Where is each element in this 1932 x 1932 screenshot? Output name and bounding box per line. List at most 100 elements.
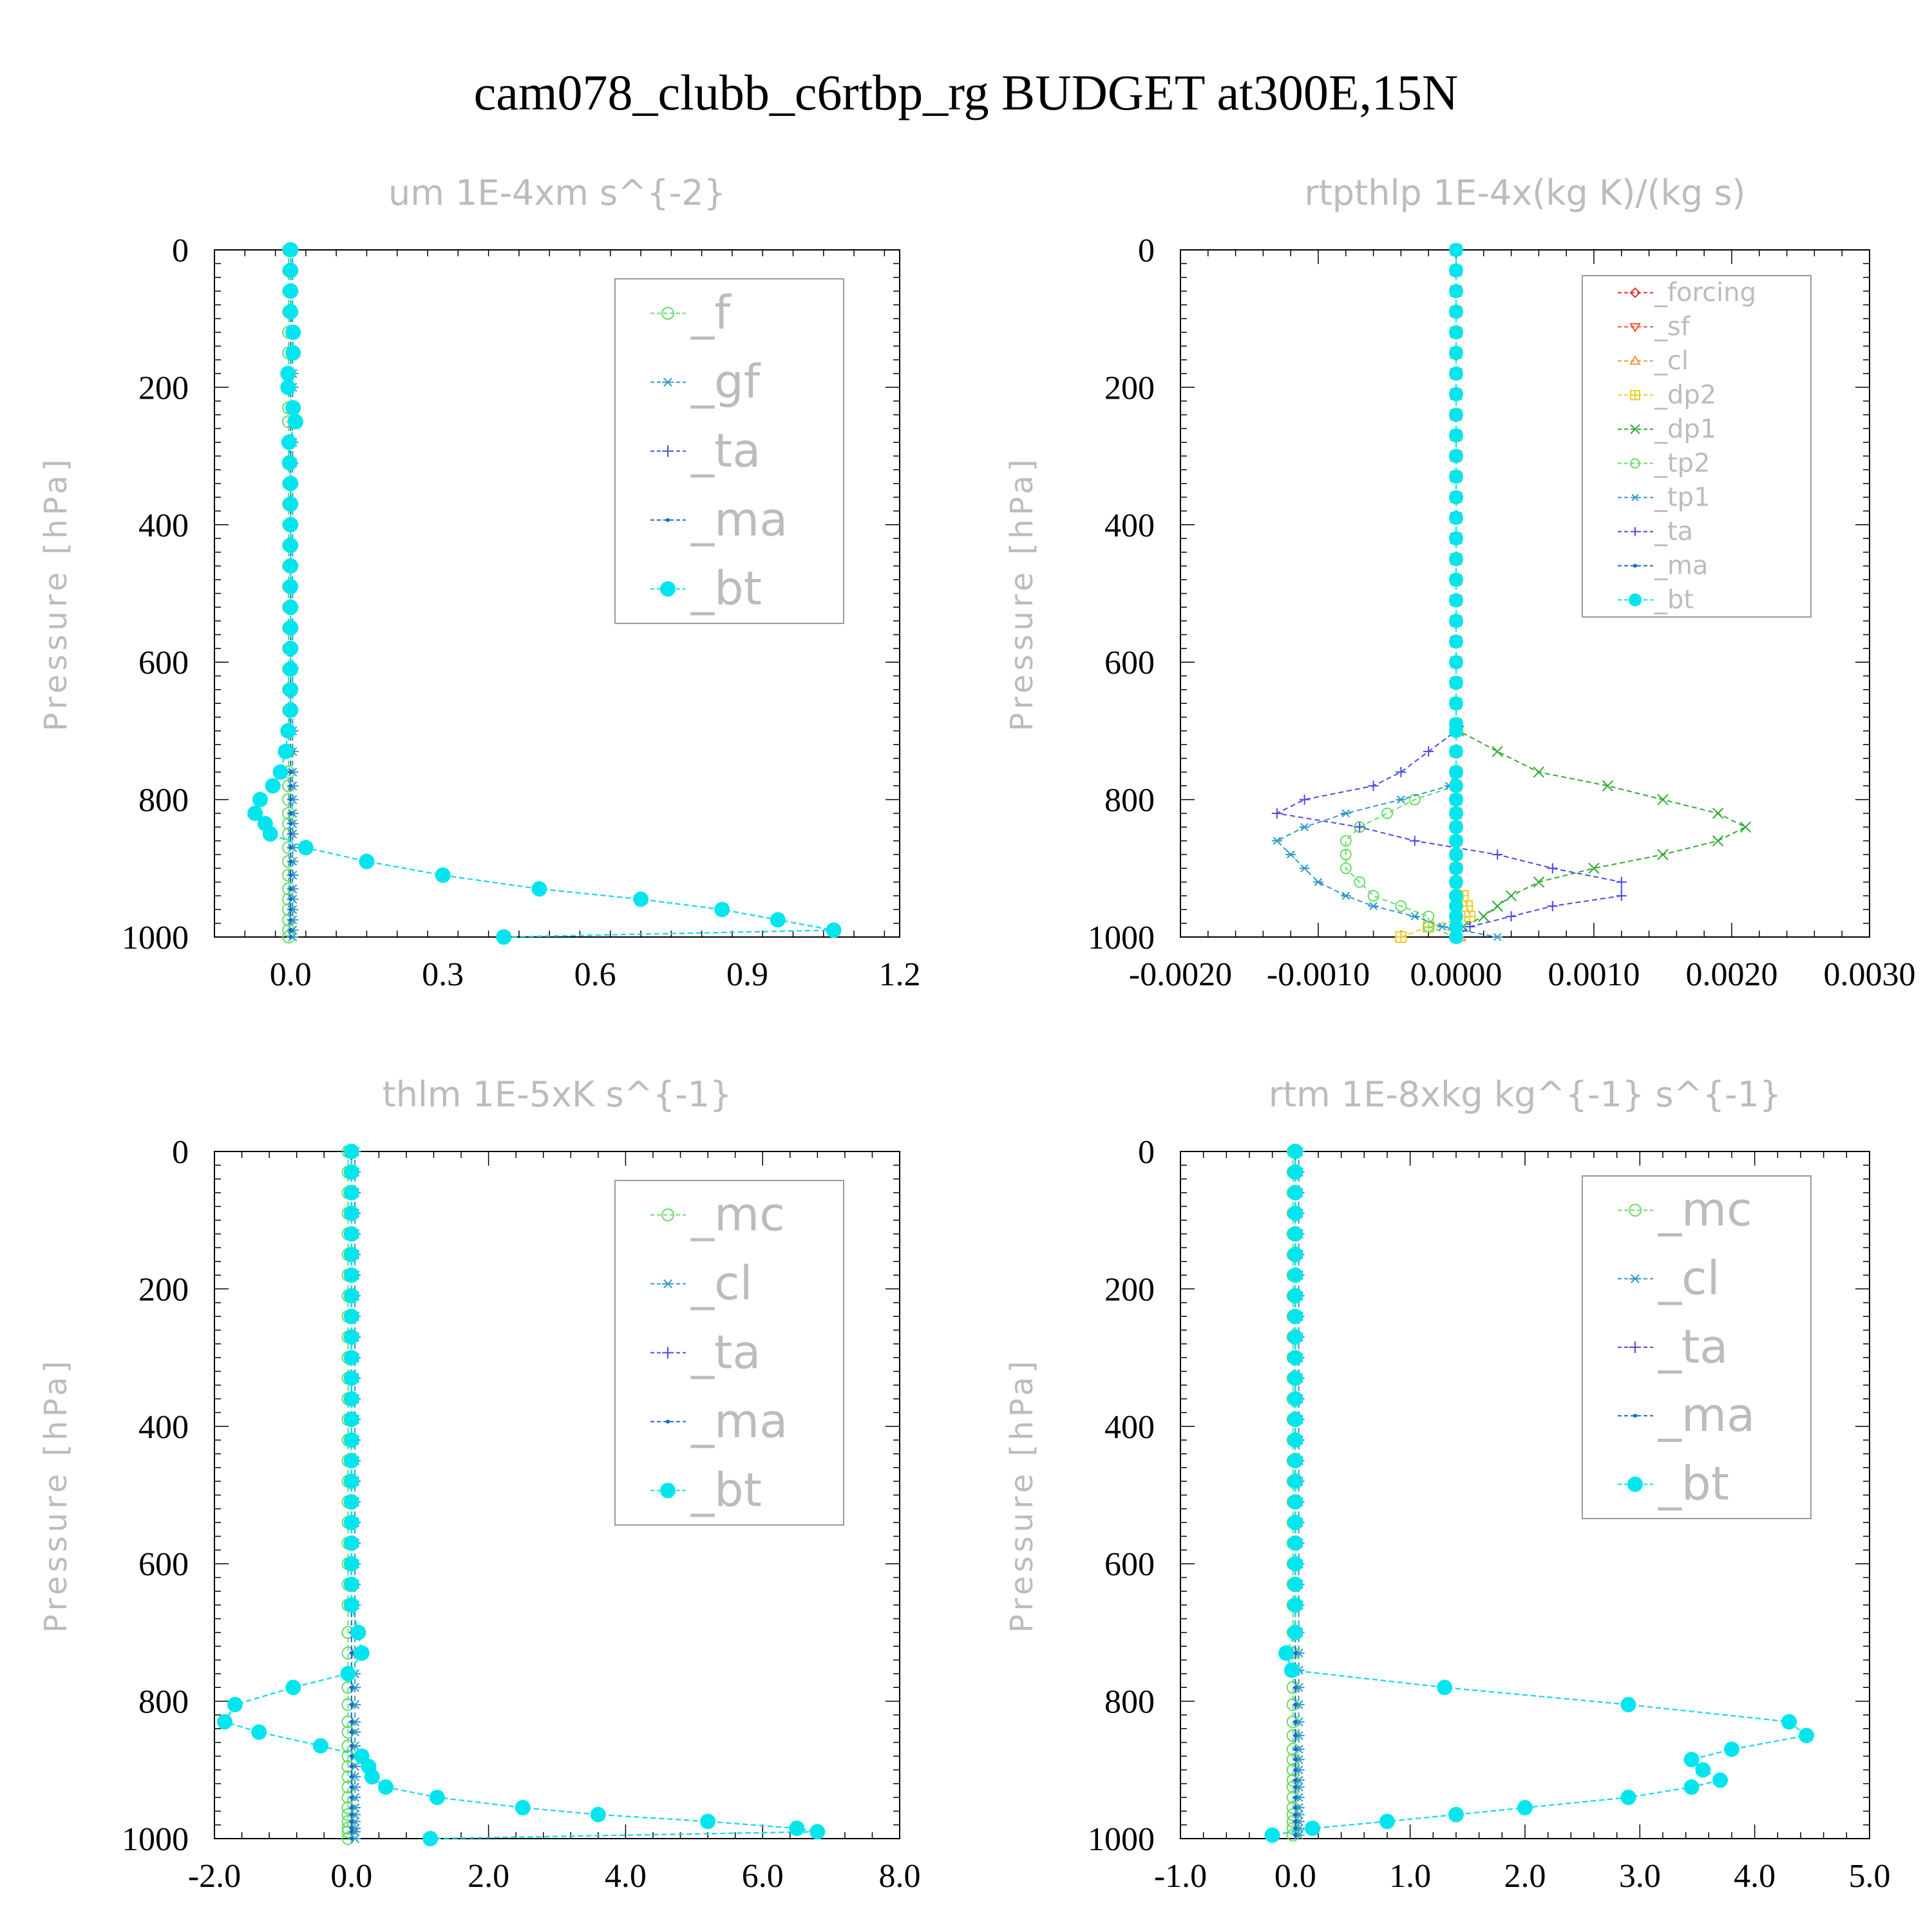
legend-item: _ma bbox=[650, 1394, 788, 1448]
data-point bbox=[283, 640, 299, 656]
data-point bbox=[343, 1185, 359, 1201]
data-point bbox=[1293, 1785, 1298, 1789]
chart-panel-1: um 1E-4xm s^{-2} Pressure [hPa] 0 200 400 600… bbox=[38, 173, 921, 993]
data-point bbox=[1299, 794, 1310, 805]
data-point bbox=[349, 1754, 354, 1758]
legend-item: _ta bbox=[650, 423, 761, 477]
data-point bbox=[1449, 898, 1463, 913]
data-point bbox=[1478, 911, 1490, 922]
y-tick-label: 1000 bbox=[1088, 1821, 1155, 1858]
data-point bbox=[1627, 1476, 1643, 1492]
data-point bbox=[1293, 1833, 1298, 1837]
tick-marks bbox=[1180, 249, 1870, 938]
x-tick-label: 0.0030 bbox=[1824, 956, 1916, 993]
legend-label: _ma bbox=[690, 1394, 788, 1448]
data-point bbox=[287, 808, 299, 818]
data-point bbox=[349, 1730, 354, 1734]
data-point bbox=[1449, 408, 1463, 422]
data-point bbox=[1367, 889, 1379, 902]
data-point bbox=[283, 620, 299, 636]
plot-area bbox=[216, 1144, 826, 1846]
y-axis-label: Pressure [hPa] bbox=[1004, 455, 1040, 731]
data-point bbox=[1287, 1144, 1303, 1159]
data-point bbox=[281, 434, 297, 450]
data-point bbox=[1354, 822, 1365, 833]
legend: _mc _cl _ta _ma _bt bbox=[1582, 1175, 1812, 1519]
x-tick-label: 2.0 bbox=[468, 1858, 509, 1895]
x-tick-label: 0.0020 bbox=[1686, 956, 1778, 993]
legend-item: _gf bbox=[650, 354, 761, 408]
data-point bbox=[289, 873, 293, 877]
data-point bbox=[1712, 835, 1724, 847]
data-point bbox=[289, 897, 293, 902]
data-point bbox=[1437, 922, 1448, 931]
y-axis-label: Pressure [hPa] bbox=[38, 1357, 74, 1633]
data-point bbox=[1354, 876, 1366, 888]
legend-label: _cl bbox=[1654, 346, 1689, 376]
data-point bbox=[1293, 1826, 1298, 1830]
data-point bbox=[340, 1665, 356, 1681]
data-point bbox=[1305, 1820, 1321, 1836]
data-point bbox=[1423, 746, 1434, 757]
data-point bbox=[660, 1482, 676, 1499]
legend-box bbox=[1582, 1175, 1812, 1519]
data-point bbox=[1449, 243, 1463, 257]
data-point bbox=[714, 902, 730, 918]
data-point bbox=[343, 1515, 359, 1531]
data-point bbox=[1287, 1309, 1303, 1325]
legend-label: _cl bbox=[1658, 1251, 1720, 1305]
series-line bbox=[1455, 250, 1747, 938]
data-point bbox=[1278, 1645, 1294, 1661]
data-point bbox=[1449, 469, 1463, 484]
data-point bbox=[1287, 1164, 1303, 1180]
data-point bbox=[1423, 920, 1435, 933]
y-tick-label: 600 bbox=[1104, 645, 1155, 681]
data-point bbox=[1629, 1274, 1641, 1283]
data-point bbox=[265, 778, 281, 794]
data-point bbox=[660, 581, 676, 597]
data-point bbox=[666, 518, 670, 522]
data-point bbox=[1448, 1806, 1464, 1823]
data-point bbox=[283, 304, 299, 320]
data-point bbox=[666, 1419, 670, 1424]
data-point bbox=[1313, 878, 1323, 886]
y-tick-label: 800 bbox=[138, 1684, 189, 1721]
data-point bbox=[531, 881, 547, 897]
data-point bbox=[1449, 387, 1463, 402]
series-ta bbox=[1271, 245, 1627, 942]
data-point bbox=[283, 558, 299, 574]
data-point bbox=[1449, 888, 1463, 903]
data-point bbox=[343, 1288, 359, 1304]
data-point bbox=[1629, 1204, 1642, 1217]
legend-label: _bt bbox=[1658, 1457, 1729, 1511]
data-point bbox=[1449, 305, 1463, 319]
data-point bbox=[1631, 493, 1640, 502]
data-point bbox=[1449, 744, 1463, 759]
data-point bbox=[289, 811, 293, 815]
data-point bbox=[1293, 1651, 1298, 1655]
data-point bbox=[343, 1370, 359, 1387]
data-point bbox=[662, 445, 674, 457]
legend-label: _bt bbox=[690, 1463, 762, 1517]
data-point bbox=[1395, 931, 1407, 943]
data-point bbox=[285, 1680, 301, 1696]
data-point bbox=[662, 377, 674, 387]
data-point bbox=[1293, 1702, 1298, 1707]
y-axis-label: Pressure [hPa] bbox=[38, 455, 74, 731]
data-point bbox=[251, 1724, 267, 1740]
data-point bbox=[1695, 1762, 1711, 1778]
y-tick-label: 600 bbox=[1104, 1546, 1155, 1583]
data-point bbox=[826, 922, 842, 938]
data-point bbox=[1506, 911, 1517, 922]
data-point bbox=[1381, 807, 1393, 819]
data-point bbox=[1340, 848, 1352, 860]
data-point bbox=[661, 307, 674, 320]
data-point bbox=[283, 702, 299, 718]
data-point bbox=[1631, 527, 1640, 536]
data-point bbox=[700, 1814, 716, 1830]
data-point bbox=[349, 1702, 354, 1707]
data-point bbox=[1449, 531, 1463, 546]
data-point bbox=[350, 1624, 366, 1640]
data-point bbox=[1287, 1453, 1303, 1469]
data-point bbox=[1293, 1768, 1298, 1772]
